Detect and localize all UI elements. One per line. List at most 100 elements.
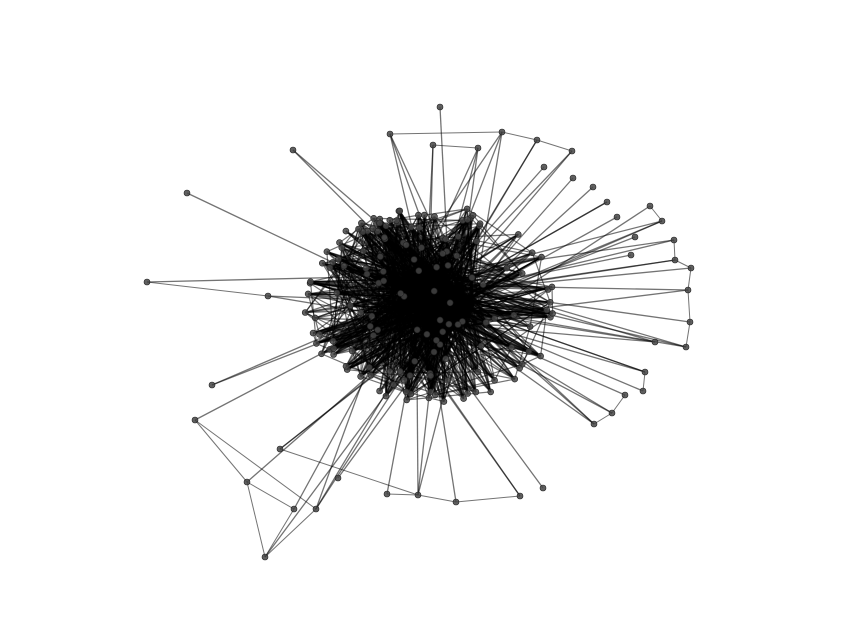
node [390, 381, 397, 388]
node [396, 207, 404, 215]
edge [312, 305, 351, 334]
edge [362, 238, 386, 252]
node [533, 136, 541, 144]
edge [434, 216, 553, 314]
node [311, 314, 319, 322]
node [318, 350, 325, 358]
node [423, 330, 431, 338]
edge [467, 325, 613, 414]
edge [267, 295, 461, 305]
node [369, 225, 377, 232]
node [313, 340, 320, 347]
node [397, 290, 404, 297]
edge [194, 419, 248, 483]
node [671, 256, 679, 264]
node [603, 198, 611, 206]
node [340, 262, 348, 270]
edge [360, 223, 364, 252]
node [468, 274, 476, 281]
node [261, 553, 269, 561]
edge [264, 308, 450, 558]
node [651, 338, 659, 346]
edge [611, 394, 626, 414]
node [403, 396, 411, 404]
node [658, 217, 666, 225]
node [264, 292, 272, 300]
node [670, 236, 678, 244]
edge [685, 321, 691, 348]
edge [467, 325, 626, 396]
edge [416, 220, 663, 285]
node [442, 355, 450, 363]
node [329, 337, 337, 345]
node [454, 233, 462, 240]
edge [477, 371, 515, 380]
node [464, 390, 471, 397]
edge [417, 494, 457, 503]
node [410, 256, 418, 263]
node [312, 505, 320, 513]
node [380, 277, 388, 285]
node [442, 235, 450, 243]
edge [424, 144, 434, 297]
edge [687, 289, 691, 323]
node [621, 391, 629, 399]
node [334, 474, 342, 482]
edge [332, 261, 447, 360]
edge [417, 299, 469, 496]
node [367, 372, 375, 379]
edge [337, 299, 469, 479]
node [476, 220, 484, 227]
node [425, 394, 433, 402]
edge [332, 261, 465, 400]
node [386, 216, 394, 224]
node [473, 238, 480, 245]
node [383, 490, 391, 498]
node [433, 263, 440, 271]
node [411, 357, 419, 365]
node [444, 262, 452, 269]
edge [426, 216, 618, 323]
node [469, 212, 477, 219]
node [183, 189, 191, 197]
node [431, 391, 439, 399]
edge [593, 412, 613, 425]
edge [421, 150, 573, 309]
edge [386, 493, 419, 496]
edge [371, 228, 374, 317]
edge [529, 257, 543, 327]
edge [448, 308, 644, 392]
node [333, 289, 341, 297]
node [379, 268, 387, 275]
node [368, 312, 376, 320]
node [415, 211, 422, 219]
node [357, 309, 365, 317]
node [304, 290, 312, 298]
node [460, 395, 467, 402]
edge [501, 131, 538, 141]
node [386, 368, 394, 375]
node [686, 318, 694, 326]
edge [442, 147, 479, 280]
node [376, 387, 383, 395]
node [359, 247, 367, 255]
node [358, 219, 365, 227]
node [393, 217, 400, 224]
edge [424, 267, 692, 295]
node [316, 331, 323, 338]
node [406, 372, 414, 379]
node [374, 326, 382, 334]
edge [389, 131, 503, 135]
edge [467, 325, 656, 343]
node [402, 388, 410, 396]
node [491, 315, 499, 322]
edge [455, 495, 521, 503]
node [323, 248, 331, 255]
edge [389, 133, 442, 276]
edge [307, 293, 321, 335]
node [439, 250, 447, 257]
node [641, 368, 649, 376]
edge [279, 448, 419, 496]
edge [450, 177, 574, 317]
node [376, 219, 383, 227]
